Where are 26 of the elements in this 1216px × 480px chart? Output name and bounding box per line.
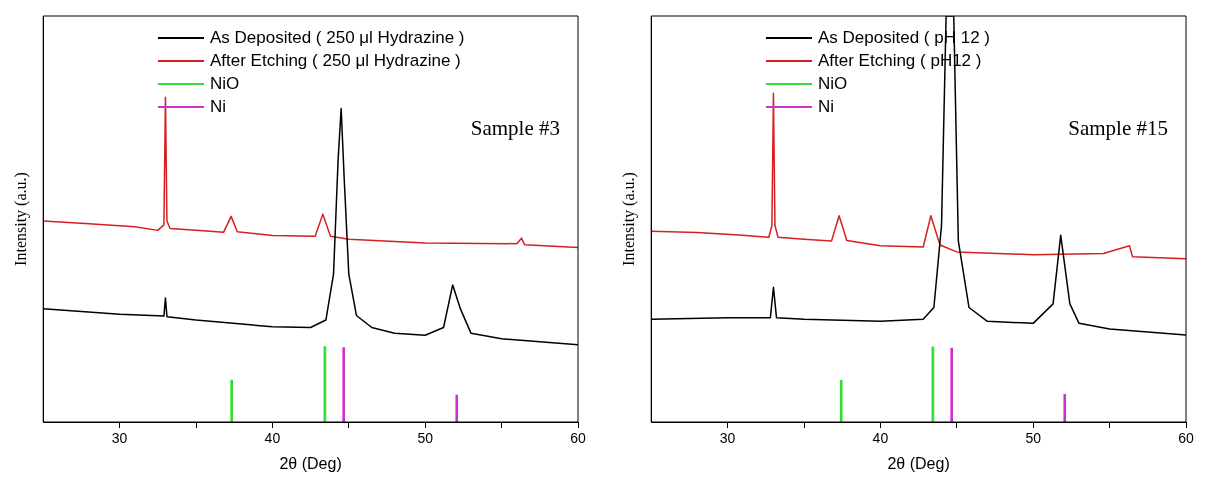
y-axis-title: Intensity (a.u.) bbox=[619, 172, 638, 266]
legend-label: Ni bbox=[818, 96, 835, 118]
annotation: Sample #15 bbox=[1068, 116, 1168, 141]
x-tick-label: 50 bbox=[417, 430, 434, 447]
legend-label: NiO bbox=[210, 73, 240, 95]
legend-label: As Deposited ( 250 μl Hydrazine ) bbox=[210, 27, 465, 49]
bar bbox=[230, 379, 233, 422]
legend-label: After Etching ( 250 μl Hydrazine ) bbox=[210, 50, 461, 72]
x-tick-label: 30 bbox=[719, 430, 736, 447]
legend-label: Ni bbox=[210, 96, 227, 118]
y-axis-title: Intensity (a.u.) bbox=[11, 172, 30, 266]
annotation: Sample #3 bbox=[470, 116, 560, 141]
x-tick-label: 40 bbox=[872, 430, 889, 447]
bar bbox=[839, 379, 843, 422]
bar bbox=[950, 347, 954, 422]
bar bbox=[455, 394, 459, 422]
x-tick-label: 30 bbox=[111, 430, 128, 447]
bar bbox=[1063, 394, 1067, 422]
x-tick-label: 60 bbox=[570, 430, 586, 447]
x-tick-label: 40 bbox=[264, 430, 281, 447]
x-tick-label: 50 bbox=[1025, 430, 1042, 447]
x-tick-label: 60 bbox=[1178, 430, 1194, 447]
bar bbox=[342, 347, 346, 422]
x-axis-title: 2θ (Deg) bbox=[279, 454, 342, 472]
x-axis-title: 2θ (Deg) bbox=[887, 454, 950, 472]
legend-label: NiO bbox=[818, 73, 848, 95]
